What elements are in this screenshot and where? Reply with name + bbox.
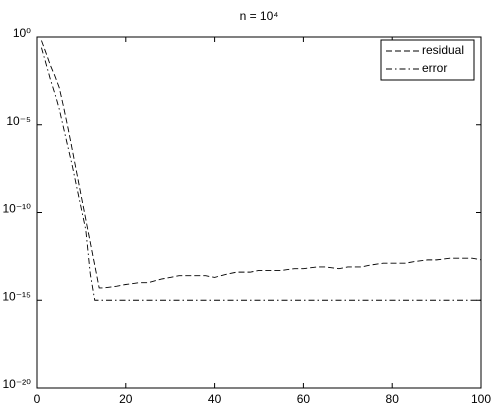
series-line <box>41 47 481 301</box>
x-tick-label: 40 <box>208 392 222 406</box>
legend-label: error <box>422 61 447 75</box>
x-tick-label: 80 <box>386 392 400 406</box>
legend-box <box>380 39 475 81</box>
x-tick-label: 20 <box>119 392 133 406</box>
y-tick-label: 10⁻⁵ <box>6 114 31 128</box>
legend-label: residual <box>422 43 464 57</box>
y-tick-label: 10⁻¹⁰ <box>3 202 32 216</box>
series-line <box>41 40 482 289</box>
x-tick-label: 0 <box>34 392 41 406</box>
y-tick-label: 10⁻²⁰ <box>3 377 32 391</box>
x-tick-label: 60 <box>297 392 311 406</box>
y-tick-label: 10⁰ <box>13 26 31 40</box>
x-tick-label: 100 <box>471 392 491 406</box>
chart-title: n = 10⁴ <box>240 9 279 23</box>
y-tick-label: 10⁻¹⁵ <box>2 289 31 303</box>
